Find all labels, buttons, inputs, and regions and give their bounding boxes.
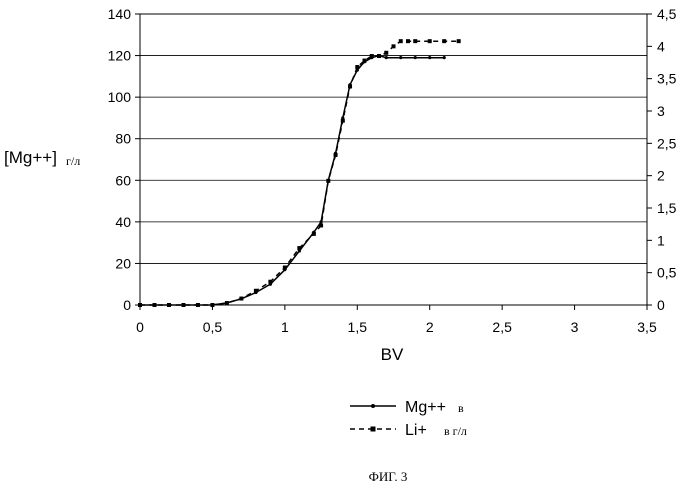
data-point-li	[363, 59, 367, 63]
series-li	[138, 39, 461, 307]
data-point-li	[181, 303, 185, 307]
y2-tick-label: 2	[657, 168, 665, 184]
gridlines	[140, 14, 647, 263]
y2-tick-label: 0	[657, 297, 665, 313]
series-line-li	[140, 41, 459, 305]
data-point-li	[319, 223, 323, 227]
data-point-li	[377, 54, 381, 58]
legend-label-mg: Mg++	[405, 399, 446, 416]
legend: Mg++ в Li+ в г/л	[350, 399, 467, 439]
y-axis-unit: г/л	[66, 154, 80, 168]
data-point-li	[196, 303, 200, 307]
data-point-li	[413, 39, 417, 43]
x-tick-label: 1,5	[348, 319, 368, 335]
data-point-mg	[385, 56, 388, 59]
data-point-li	[428, 39, 432, 43]
series-layer	[138, 39, 461, 307]
x-tick-label: 2	[426, 319, 434, 335]
data-point-li	[167, 303, 171, 307]
y2-tick-label: 4	[657, 38, 665, 54]
y-tick-label: 0	[123, 297, 131, 313]
x-tick-label: 0,5	[203, 319, 223, 335]
x-axis-ticks: 0 0,5 1 1,5 2 2,5 3 3,5	[136, 305, 657, 335]
data-point-li	[138, 303, 142, 307]
data-point-li	[348, 84, 352, 88]
data-point-mg	[428, 56, 431, 59]
legend-marker-mg	[371, 404, 375, 408]
y-tick-label: 80	[115, 131, 131, 147]
data-point-li	[406, 39, 410, 43]
data-point-li	[457, 39, 461, 43]
data-point-li	[225, 301, 229, 305]
data-point-li	[355, 65, 359, 69]
x-axis-label: BV	[381, 345, 404, 364]
data-point-li	[334, 153, 338, 157]
data-point-li	[297, 246, 301, 250]
data-point-li	[283, 265, 287, 269]
data-point-mg	[414, 56, 417, 59]
y2-axis-ticks: 0 0,5 1 1,5 2 2,5 3 3,5 4 4,5	[647, 6, 677, 313]
y-tick-label: 40	[115, 214, 131, 230]
data-point-mg	[443, 56, 446, 59]
legend-marker-li	[371, 427, 376, 432]
y-tick-label: 100	[108, 89, 132, 105]
y2-tick-label: 2,5	[657, 135, 677, 151]
y2-tick-label: 0,5	[657, 265, 677, 281]
y-axis-label: [Mg++]	[4, 148, 57, 167]
data-point-li	[384, 51, 388, 55]
y-tick-label: 120	[108, 48, 132, 64]
legend-suffix-li: в г/л	[444, 424, 467, 438]
y-tick-label: 60	[115, 172, 131, 188]
data-point-li	[399, 39, 403, 43]
data-point-li	[210, 303, 214, 307]
data-point-li	[152, 303, 156, 307]
y2-tick-label: 3,5	[657, 71, 677, 87]
y2-tick-label: 1,5	[657, 200, 677, 216]
y2-tick-label: 4,5	[657, 6, 677, 22]
legend-label-li: Li+	[405, 422, 427, 439]
data-point-li	[326, 179, 330, 183]
y2-tick-label: 3	[657, 103, 665, 119]
x-tick-label: 1	[281, 319, 289, 335]
legend-suffix-mg: в	[458, 401, 464, 415]
data-point-li	[239, 297, 243, 301]
x-tick-label: 2,5	[492, 319, 512, 335]
y-tick-label: 20	[115, 255, 131, 271]
x-tick-label: 3,5	[637, 319, 657, 335]
x-tick-label: 0	[136, 319, 144, 335]
data-point-li	[442, 39, 446, 43]
data-point-li	[392, 44, 396, 48]
data-point-li	[268, 280, 272, 284]
y-tick-label: 140	[108, 6, 132, 22]
y-axis-ticks: 0 20 40 60 80 100 120 140	[108, 6, 140, 313]
data-point-li	[254, 289, 258, 293]
data-point-li	[370, 54, 374, 58]
data-point-li	[341, 119, 345, 123]
y2-tick-label: 1	[657, 232, 665, 248]
data-point-li	[312, 232, 316, 236]
figure-caption: ФИГ. 3	[369, 469, 408, 484]
data-point-mg	[399, 56, 402, 59]
x-tick-label: 3	[571, 319, 579, 335]
